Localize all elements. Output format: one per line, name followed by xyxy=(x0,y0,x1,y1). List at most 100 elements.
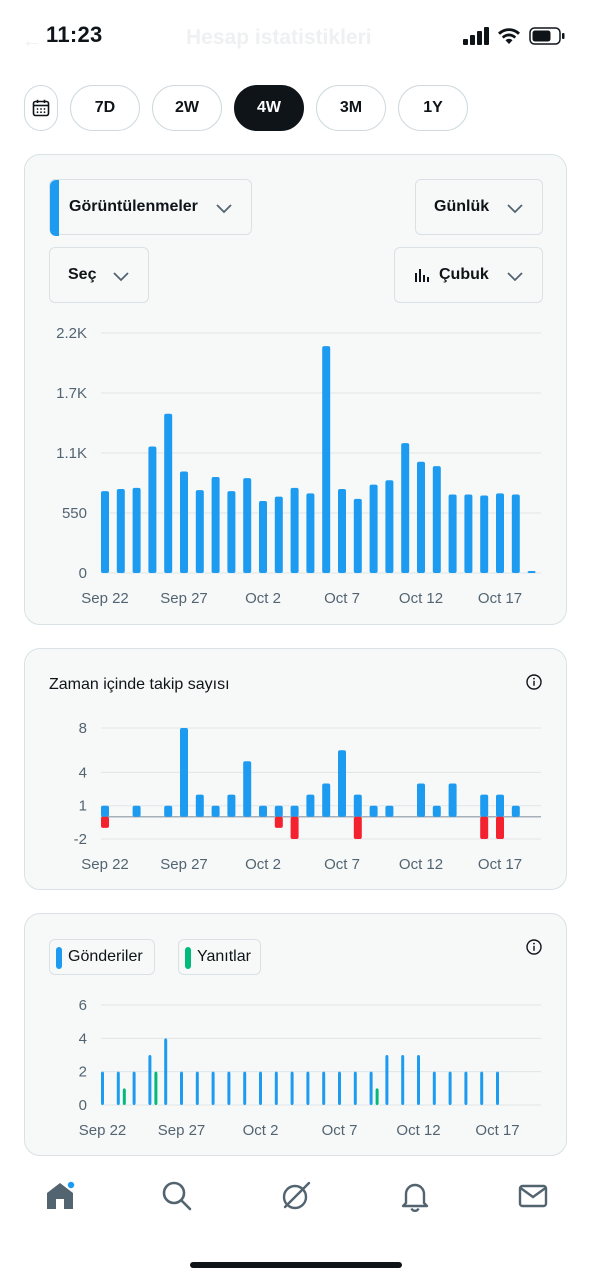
chart-bar[interactable] xyxy=(227,491,236,573)
chart-bar[interactable] xyxy=(306,794,315,817)
chart-bar[interactable] xyxy=(243,478,252,573)
chart-type-select[interactable]: Çubuk xyxy=(394,247,543,303)
chart-bar[interactable] xyxy=(154,1071,158,1105)
chart-bar[interactable] xyxy=(338,489,346,573)
chart-bar[interactable] xyxy=(306,493,315,573)
range-3m-button[interactable]: 3M xyxy=(316,85,386,131)
chart-bar[interactable] xyxy=(101,805,109,817)
chart-bar[interactable] xyxy=(511,494,520,573)
chart-bar[interactable] xyxy=(274,816,283,828)
chart-bar[interactable] xyxy=(132,1071,136,1105)
chart-bar[interactable] xyxy=(211,805,220,817)
chart-bar[interactable] xyxy=(369,1071,373,1105)
chart-bar[interactable] xyxy=(375,1088,379,1105)
range-1y-button[interactable]: 1Y xyxy=(398,85,468,131)
chart-bar[interactable] xyxy=(322,1071,326,1105)
back-arrow-icon[interactable]: ← xyxy=(22,30,42,52)
tab-notifications[interactable] xyxy=(397,1178,433,1214)
chart-bar[interactable] xyxy=(211,477,220,573)
chart-bar[interactable] xyxy=(353,816,362,839)
chart-bar[interactable] xyxy=(448,1071,452,1105)
chart-bar[interactable] xyxy=(464,494,473,573)
chart-bar[interactable] xyxy=(480,1071,484,1105)
chart-bar[interactable] xyxy=(511,805,520,817)
legend-replies[interactable]: Yanıtlar xyxy=(178,939,261,975)
chart-bar[interactable] xyxy=(259,805,267,817)
chart-bar[interactable] xyxy=(306,1071,310,1105)
chart-bar[interactable] xyxy=(180,471,188,573)
info-icon[interactable] xyxy=(526,674,542,690)
tab-home[interactable] xyxy=(42,1178,78,1214)
tab-messages[interactable] xyxy=(515,1178,551,1214)
chart-bar[interactable] xyxy=(101,491,109,573)
chart-bar[interactable] xyxy=(401,1055,405,1105)
calendar-button[interactable] xyxy=(24,85,58,131)
chart-bar[interactable] xyxy=(132,487,141,573)
chart-bar[interactable] xyxy=(259,1071,262,1105)
tab-grok[interactable] xyxy=(278,1178,314,1214)
chart-bar[interactable] xyxy=(132,805,141,817)
chart-bar[interactable] xyxy=(227,794,236,817)
chart-bar[interactable] xyxy=(353,498,362,573)
chart-bar[interactable] xyxy=(116,489,125,573)
chart-bar[interactable] xyxy=(195,490,204,573)
chart-bar[interactable] xyxy=(480,816,489,839)
chart-bar[interactable] xyxy=(180,728,188,817)
chart-bar[interactable] xyxy=(417,783,425,817)
chart-bar[interactable] xyxy=(164,1038,168,1105)
chart-bar[interactable] xyxy=(148,1055,152,1105)
chart-bar[interactable] xyxy=(448,783,457,817)
chart-bar[interactable] xyxy=(338,750,346,817)
tab-search[interactable] xyxy=(159,1178,195,1214)
chart-bar[interactable] xyxy=(401,443,410,573)
chart-bar[interactable] xyxy=(480,495,489,573)
chart-bar[interactable] xyxy=(148,446,157,573)
interval-select[interactable]: Günlük xyxy=(415,179,543,235)
chart-bar[interactable] xyxy=(496,794,504,817)
chart-bar[interactable] xyxy=(180,1071,183,1105)
chart-bar[interactable] xyxy=(290,487,299,573)
legend-posts[interactable]: Gönderiler xyxy=(49,939,155,975)
chart-bar[interactable] xyxy=(274,1071,278,1105)
chart-bar[interactable] xyxy=(496,493,504,573)
chart-bar[interactable] xyxy=(211,1071,215,1105)
chart-bar[interactable] xyxy=(243,1071,247,1105)
compare-select[interactable]: Seç xyxy=(49,247,149,303)
chart-bar[interactable] xyxy=(259,501,267,573)
chart-bar[interactable] xyxy=(353,1071,357,1105)
chart-bar[interactable] xyxy=(227,1071,231,1105)
chart-bar[interactable] xyxy=(527,571,536,573)
chart-bar[interactable] xyxy=(432,1071,436,1105)
chart-bar[interactable] xyxy=(290,1071,294,1105)
chart-bar[interactable] xyxy=(101,816,109,828)
chart-bar[interactable] xyxy=(369,484,378,573)
chart-bar[interactable] xyxy=(417,461,425,573)
range-4w-button[interactable]: 4W xyxy=(234,85,304,131)
chart-bar[interactable] xyxy=(101,1071,104,1105)
chart-bar[interactable] xyxy=(274,496,283,573)
range-7d-button[interactable]: 7D xyxy=(70,85,140,131)
chart-bar[interactable] xyxy=(164,805,173,817)
chart-bar[interactable] xyxy=(338,1071,341,1105)
info-icon[interactable] xyxy=(526,939,542,955)
chart-bar[interactable] xyxy=(116,1071,120,1105)
chart-bar[interactable] xyxy=(385,805,394,817)
chart-bar[interactable] xyxy=(353,794,362,817)
chart-bar[interactable] xyxy=(480,794,489,817)
chart-bar[interactable] xyxy=(385,1055,389,1105)
chart-bar[interactable] xyxy=(164,413,173,573)
chart-bar[interactable] xyxy=(195,794,204,817)
chart-bar[interactable] xyxy=(274,805,283,817)
chart-bar[interactable] xyxy=(322,783,331,817)
chart-bar[interactable] xyxy=(496,1071,499,1105)
metric-select[interactable]: Görüntülenmeler xyxy=(49,179,252,236)
chart-bar[interactable] xyxy=(122,1088,126,1105)
chart-bar[interactable] xyxy=(448,494,457,573)
chart-bar[interactable] xyxy=(322,346,331,573)
chart-bar[interactable] xyxy=(496,816,504,839)
chart-bar[interactable] xyxy=(464,1071,468,1105)
chart-bar[interactable] xyxy=(195,1071,199,1105)
chart-bar[interactable] xyxy=(290,816,299,839)
chart-bar[interactable] xyxy=(243,761,252,817)
chart-bar[interactable] xyxy=(417,1055,420,1105)
